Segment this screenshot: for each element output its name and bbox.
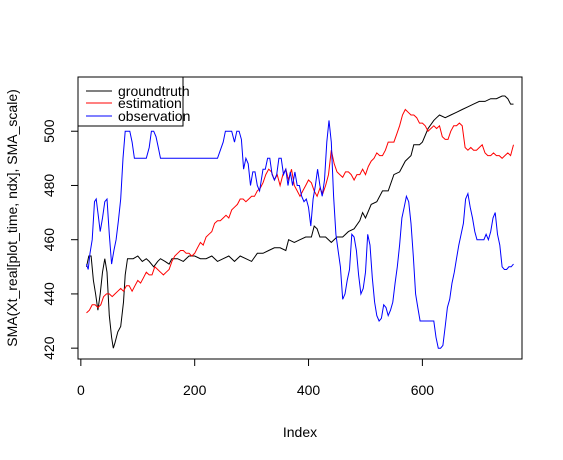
y-tick-label: 460	[41, 228, 57, 252]
x-axis: 0 200 400 600	[77, 358, 435, 398]
y-tick-label: 440	[41, 282, 57, 306]
series-layer	[86, 95, 514, 349]
x-tick-label: 0	[77, 382, 85, 398]
y-axis-label: SMA(Xt_real[plot_time, ndx], SMA_scale)	[4, 89, 20, 347]
x-tick-label: 600	[411, 382, 435, 398]
y-tick-label: 420	[41, 336, 57, 360]
legend-box	[77, 76, 184, 127]
series-line-groundtruth	[86, 95, 514, 349]
legend-label-estimation: estimation	[118, 95, 182, 111]
legend-label-groundtruth: groundtruth	[118, 83, 190, 99]
legend-label-observation: observation	[118, 108, 190, 124]
series-line-estimation	[86, 108, 514, 314]
x-tick-label: 400	[297, 382, 321, 398]
series-line-observation	[86, 120, 514, 349]
y-tick-label: 500	[41, 119, 57, 143]
legend: groundtruth estimation observation	[77, 76, 190, 127]
x-tick-label: 200	[183, 382, 207, 398]
y-axis: 420 440 460 480 500	[41, 119, 79, 360]
x-axis-label: Index	[283, 424, 317, 440]
y-tick-label: 480	[41, 174, 57, 198]
